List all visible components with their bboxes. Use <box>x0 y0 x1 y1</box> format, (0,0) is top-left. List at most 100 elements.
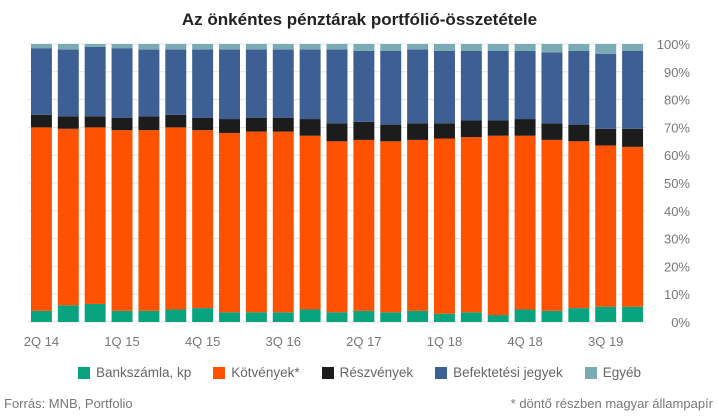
x-tick-label: 4Q 15 <box>185 334 220 349</box>
bar-segment <box>514 309 536 322</box>
bar-segment <box>192 308 214 322</box>
bar-segment <box>219 119 240 133</box>
bar-segment <box>219 44 240 50</box>
bar-segment <box>380 124 402 142</box>
bar-segment <box>57 116 79 129</box>
bar-segment <box>138 44 160 50</box>
bar-segment <box>165 114 187 128</box>
legend-label: Befektetési jegyek <box>453 365 563 380</box>
bar-segment <box>460 312 482 322</box>
bar-segment <box>326 44 348 50</box>
bar-segment <box>460 137 482 313</box>
bar-segment <box>111 117 133 131</box>
legend-swatch <box>78 366 90 379</box>
bar-segment <box>272 131 294 313</box>
bar-segment <box>595 306 617 322</box>
bar-segment <box>460 44 482 51</box>
bar-segment <box>326 312 348 322</box>
legend-label: Részvények <box>339 365 414 380</box>
y-tick-label: 20% <box>664 259 690 274</box>
bar-segment <box>299 309 321 322</box>
x-tick-label: 1Q 15 <box>104 334 139 349</box>
bar-segment <box>326 123 348 142</box>
bar-segment <box>326 49 348 124</box>
bar-segment <box>568 141 590 309</box>
bar-segment <box>30 127 52 311</box>
bar-segment <box>245 117 267 132</box>
legend-swatch <box>213 366 226 379</box>
y-tick-label: 50% <box>664 176 690 191</box>
bar-segment <box>595 145 617 307</box>
bar-segment <box>111 310 133 322</box>
x-tick-label: 3Q 16 <box>266 334 301 349</box>
bar-segment <box>57 305 79 322</box>
bar-segment <box>353 44 375 51</box>
bar-segment <box>460 120 482 138</box>
bar-segment <box>487 120 509 136</box>
bar-segment <box>353 50 375 122</box>
bar-segment <box>353 121 375 140</box>
y-tick-label: 60% <box>664 148 690 163</box>
bar-segment <box>568 44 590 51</box>
bar-segment <box>84 127 106 304</box>
y-axis-ticks: 0% 10% 20% 30% 40% 50% 60% 70% 80% 90% 100% <box>657 37 691 330</box>
x-axis-ticks: 2Q 14 1Q 15 4Q 15 3Q 16 2Q 17 1Q 18 4Q 18 3Q 19 <box>24 334 624 349</box>
bar-segment <box>192 117 214 131</box>
bar-segment <box>57 44 79 50</box>
source-note: Forrás: MNB, Portfolio <box>4 396 133 411</box>
bar-segment <box>30 44 52 49</box>
x-tick-label: 1Q 18 <box>427 334 462 349</box>
bar-segment <box>165 127 187 310</box>
legend-item: Részvények <box>321 365 414 380</box>
bar-segment <box>541 123 563 140</box>
legend-item: Befektetési jegyek <box>435 365 563 380</box>
bar-segment <box>245 44 267 50</box>
bar-segment <box>30 310 52 322</box>
bar-segment <box>434 138 455 314</box>
chart-title: Az önkéntes pénztárak portfólió-összetét… <box>181 10 538 29</box>
x-tick-label: 2Q 14 <box>24 334 59 349</box>
legend-swatch <box>321 366 334 379</box>
x-tick-label: 3Q 19 <box>588 334 623 349</box>
bar-segment <box>192 130 214 309</box>
legend-label: Egyéb <box>602 365 641 380</box>
bar-segment <box>353 139 375 311</box>
bar-segment <box>165 309 187 322</box>
bar-segment <box>57 128 79 306</box>
bar-segment <box>272 312 294 322</box>
bar-segment <box>487 44 509 51</box>
bar-segment <box>514 135 536 310</box>
bar-segment <box>138 310 160 322</box>
y-tick-label: 30% <box>664 232 690 247</box>
bar-segment <box>514 119 536 136</box>
bar-segment <box>541 44 563 53</box>
bar-segment <box>514 50 536 120</box>
bar-segment <box>407 44 429 50</box>
footnote: * döntő részben magyar állampapír <box>510 396 713 411</box>
bar-segment <box>541 139 563 311</box>
bar-segment <box>219 312 240 322</box>
bar-segment <box>380 312 402 322</box>
bar-segment <box>541 310 563 322</box>
y-tick-label: 10% <box>664 287 690 302</box>
bar-segment <box>434 50 455 124</box>
bar-segment <box>487 135 509 316</box>
x-tick-label: 2Q 17 <box>346 334 381 349</box>
bar-segment <box>272 44 294 50</box>
bar-segment <box>407 310 429 322</box>
bar-segment <box>299 119 321 136</box>
bar-segment <box>541 52 563 124</box>
bar-segment <box>165 49 187 115</box>
bar-segment <box>568 308 590 322</box>
bar-segment <box>407 123 429 140</box>
bar-segment <box>380 50 402 125</box>
legend-label: Kötvények* <box>231 365 300 380</box>
stacked-bar-chart: 0% 10% 20% 30% 40% 50% 60% 70% 80% 90% 100% 2Q 14 1… <box>24 37 691 349</box>
x-tick-label: 4Q 18 <box>507 334 542 349</box>
bar-segment <box>30 48 52 115</box>
bar-segment <box>568 50 590 125</box>
legend: Bankszámla, kp Kötvények* Részvények Befekt… <box>0 365 719 380</box>
bar-segment <box>138 49 160 117</box>
legend-item: Egyéb <box>584 365 641 380</box>
legend-swatch <box>435 366 448 379</box>
